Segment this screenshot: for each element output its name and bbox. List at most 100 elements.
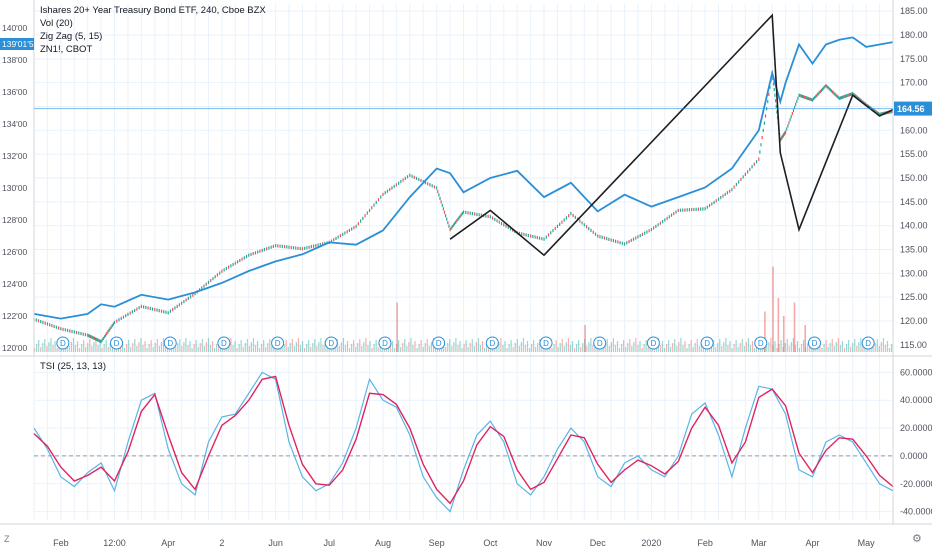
volume-bar: [794, 345, 797, 352]
right-axis-tick-label: 175.00: [900, 54, 928, 64]
volume-bar: [318, 342, 320, 352]
volume-bar: [152, 347, 154, 352]
volume-bar: [207, 338, 210, 352]
left-axis-tick-label: 132'00: [2, 151, 28, 161]
volume-bar: [602, 347, 604, 352]
volume-bar: [727, 345, 729, 352]
volume-bar: [733, 344, 735, 352]
volume-bar: [610, 342, 612, 352]
volume-bar: [700, 342, 702, 352]
volume-bar: [40, 347, 42, 352]
volume-bar: [508, 344, 510, 352]
tsi-line: [33, 371, 894, 513]
volume-bar: [158, 346, 160, 352]
timezone-button[interactable]: Z: [4, 534, 10, 544]
x-axis-tick-label: May: [858, 538, 876, 548]
volume-bar: [438, 348, 441, 352]
volume-bar: [612, 338, 615, 352]
volume-bar: [800, 344, 803, 352]
volume-bar: [209, 345, 212, 352]
volume-bar: [755, 344, 758, 352]
volume-bar: [848, 340, 850, 352]
volume-bar: [631, 346, 633, 352]
volume-bar: [674, 339, 676, 352]
volume-bar: [872, 347, 874, 352]
left-axis-tick-label: 122'00: [2, 311, 28, 321]
legend-volume[interactable]: Vol (20): [40, 18, 73, 29]
volume-bar: [682, 345, 684, 352]
volume-bar: [461, 348, 463, 352]
volume-bar: [571, 341, 574, 352]
dividend-marker-label: D: [114, 339, 120, 348]
volume-bar: [406, 346, 408, 352]
volume-bar: [195, 340, 197, 352]
current-price-badge: [894, 101, 932, 116]
volume-bar: [678, 342, 680, 352]
tsi-legend[interactable]: TSI (25, 13, 13): [40, 361, 107, 372]
x-axis-tick-label: Aug: [375, 538, 391, 548]
volume-bar: [326, 348, 328, 352]
volume-bar: [498, 342, 500, 352]
volume-bar: [38, 340, 40, 352]
volume-bar: [715, 347, 717, 352]
volume-bar: [181, 346, 183, 352]
volume-bar: [882, 338, 884, 352]
volume-bar: [876, 339, 878, 352]
volume-bar: [737, 347, 739, 352]
volume-bar: [340, 342, 342, 352]
x-axis-tick-label: Jun: [268, 538, 283, 548]
volume-bar: [710, 344, 713, 352]
volume-bar: [827, 347, 829, 352]
x-axis-tick-label: 2: [219, 538, 224, 548]
volume-bar: [770, 338, 772, 352]
volume-bar: [269, 339, 271, 352]
volume-bar: [719, 339, 721, 352]
right-axis-tick-label: 160.00: [900, 125, 928, 135]
left-axis-tick-label: 130'00: [2, 183, 28, 193]
legend-zigzag[interactable]: Zig Zag (5, 15): [40, 31, 103, 42]
volume-bar: [839, 345, 842, 352]
legend-compare[interactable]: ZN1!, CBOT: [40, 44, 93, 55]
tsi-axis-tick-label: -40.0000: [900, 507, 932, 517]
x-axis-tick-label: Sep: [429, 538, 445, 548]
volume-bar: [888, 348, 891, 352]
volume-bar: [263, 340, 265, 352]
volume-bar: [862, 345, 864, 352]
volume-bar: [236, 348, 238, 352]
tsi-signal-line: [33, 375, 894, 505]
legend-symbol[interactable]: Ishares 20+ Year Treasury Bond ETF, 240,…: [40, 5, 266, 16]
volume-bar: [790, 342, 792, 352]
volume-bar: [293, 346, 295, 352]
volume-bar: [555, 340, 557, 352]
dividend-marker-label: D: [543, 339, 549, 348]
dividend-marker: [110, 336, 124, 350]
volume-bar: [833, 346, 835, 352]
volume-bar: [95, 338, 97, 352]
dividend-marker-label: D: [382, 339, 388, 348]
settings-gear-icon[interactable]: ⚙: [912, 533, 922, 545]
volume-bar: [637, 345, 639, 352]
volume-bar: [504, 341, 506, 352]
left-axis-tick-label: 136'00: [2, 87, 28, 97]
volume-bar: [639, 341, 641, 352]
volume-bar: [103, 344, 105, 352]
volume-bar: [725, 338, 727, 352]
x-axis-tick-label: 2020: [641, 538, 661, 548]
volume-spike-bar: [777, 298, 780, 352]
tlt-series: [33, 36, 894, 320]
volume-bar: [841, 341, 844, 352]
volume-bar: [854, 339, 856, 352]
volume-bar: [246, 339, 248, 352]
volume-bar: [856, 346, 858, 352]
volume-bar: [72, 338, 75, 352]
volume-bar: [537, 343, 539, 352]
dividend-marker-label: D: [167, 339, 173, 348]
left-current-label: 139'01'5: [2, 39, 34, 49]
volume-bar: [563, 346, 565, 352]
volume-bar: [843, 348, 846, 352]
volume-bar: [160, 342, 163, 352]
volume-bar: [254, 345, 257, 352]
volume-bar: [559, 343, 561, 352]
volume-bar: [645, 340, 647, 352]
volume-bar: [453, 342, 455, 352]
